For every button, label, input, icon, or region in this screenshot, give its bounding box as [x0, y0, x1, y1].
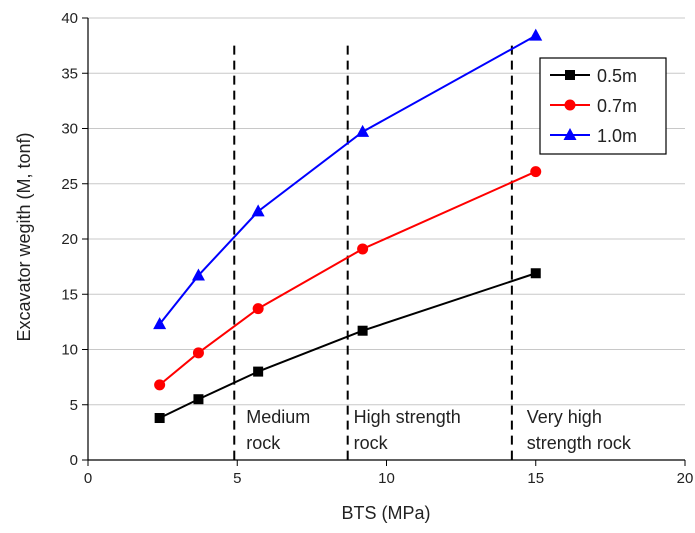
- data-point: [530, 268, 541, 279]
- y-tick-label: 25: [61, 176, 78, 193]
- series-layer: [153, 28, 543, 424]
- region-label: Medium: [246, 407, 310, 427]
- legend-label: 1.0m: [597, 126, 637, 146]
- strength-boundaries: [233, 45, 513, 460]
- y-tick-label: 5: [70, 397, 78, 414]
- data-point: [193, 394, 204, 405]
- region-label: Very high: [527, 407, 602, 427]
- y-tick-label: 40: [61, 10, 78, 27]
- legend-label: 0.7m: [597, 96, 637, 116]
- y-tick-label: 15: [61, 286, 78, 303]
- data-point: [357, 243, 369, 255]
- y-tick-label: 30: [61, 121, 78, 138]
- region-label: rock: [246, 433, 281, 453]
- y-axis-title: Excavator wegith (M, tonf): [14, 132, 34, 341]
- legend-marker: [563, 128, 577, 140]
- region-label: strength rock: [527, 433, 632, 453]
- y-tick-label: 20: [61, 231, 78, 248]
- horizontal-grid: [88, 17, 685, 406]
- data-point: [357, 325, 368, 336]
- region-label: High strength: [354, 407, 461, 427]
- x-tick-label: 5: [233, 470, 241, 487]
- data-point: [253, 366, 264, 377]
- y-tick-label: 35: [61, 65, 78, 82]
- legend-marker: [565, 70, 575, 80]
- data-point: [154, 379, 166, 391]
- data-point: [530, 166, 542, 178]
- y-tick-label: 0: [70, 452, 78, 469]
- data-point: [252, 303, 264, 315]
- legend-label: 0.5m: [597, 66, 637, 86]
- region-label: rock: [354, 433, 389, 453]
- x-tick-label: 15: [527, 470, 544, 487]
- x-tick-label: 0: [84, 470, 92, 487]
- data-point: [191, 268, 205, 281]
- legend: 0.5m 0.7m 1.0m: [539, 57, 667, 155]
- data-point: [529, 28, 543, 41]
- data-point: [251, 204, 265, 217]
- x-tick-label: 20: [677, 470, 694, 487]
- ticks: 0 5 10 15 20 0 5 10 15 20 25 30 35 40: [61, 10, 693, 487]
- x-tick-label: 10: [378, 470, 395, 487]
- data-point: [356, 124, 370, 137]
- region-labels: Medium rock High strength rock Very high stre…: [246, 407, 632, 453]
- y-tick-label: 10: [61, 342, 78, 359]
- data-point: [154, 413, 165, 424]
- data-point: [153, 317, 167, 330]
- legend-marker: [564, 99, 576, 111]
- data-point: [192, 347, 204, 359]
- x-axis-title: BTS (MPa): [341, 503, 430, 523]
